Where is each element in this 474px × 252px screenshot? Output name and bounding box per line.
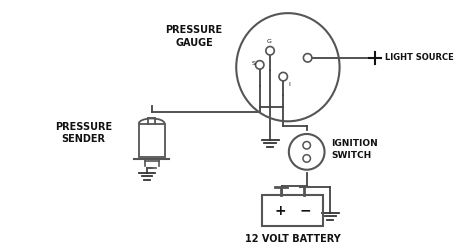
Circle shape bbox=[303, 142, 310, 149]
Text: PRESSURE
SENDER: PRESSURE SENDER bbox=[55, 122, 112, 144]
Text: 12 VOLT BATTERY: 12 VOLT BATTERY bbox=[245, 234, 340, 244]
Text: LIGHT SOURCE: LIGHT SOURCE bbox=[385, 53, 454, 62]
Text: S: S bbox=[251, 61, 255, 67]
Bar bbox=[262, 195, 323, 226]
Circle shape bbox=[266, 47, 274, 55]
Text: +: + bbox=[274, 204, 286, 218]
Text: PRESSURE
GAUGE: PRESSURE GAUGE bbox=[165, 25, 222, 48]
Text: −: − bbox=[300, 204, 311, 218]
Text: G: G bbox=[267, 39, 272, 44]
Text: I: I bbox=[289, 82, 291, 87]
Circle shape bbox=[303, 54, 312, 62]
Bar bbox=[139, 124, 164, 156]
Circle shape bbox=[279, 72, 287, 81]
Circle shape bbox=[303, 155, 310, 162]
Circle shape bbox=[255, 61, 264, 69]
Text: IGNITION
SWITCH: IGNITION SWITCH bbox=[332, 139, 378, 160]
